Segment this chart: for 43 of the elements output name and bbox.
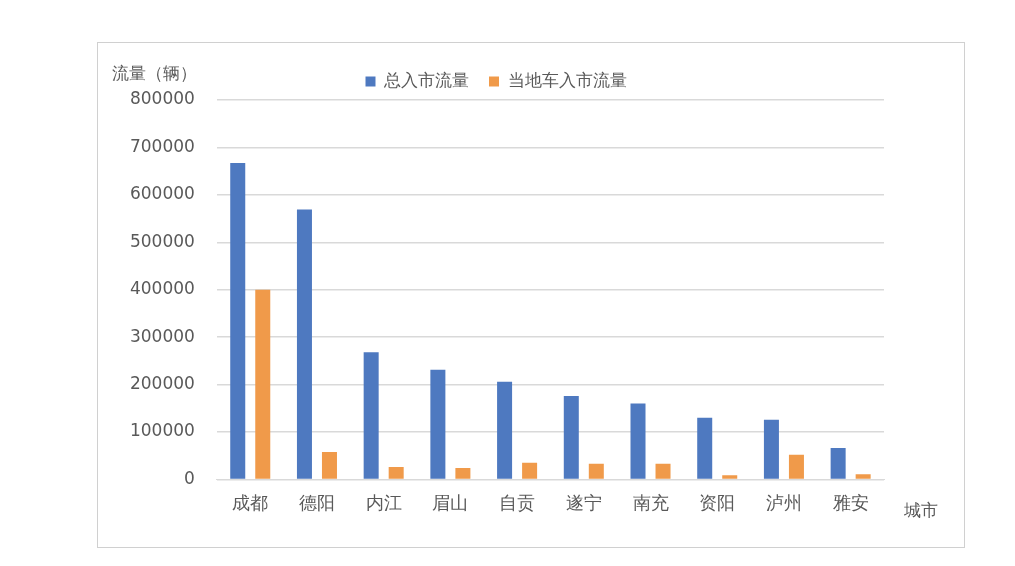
y-tick-label: 600000 <box>129 183 195 204</box>
y-tick-label: 0 <box>184 467 195 488</box>
bar <box>230 163 246 479</box>
bar <box>563 395 579 479</box>
bar <box>855 474 871 479</box>
bar <box>588 463 604 479</box>
bar <box>830 448 846 479</box>
x-tick-label: 德阳 <box>298 491 335 513</box>
bar <box>763 419 779 479</box>
bar <box>363 352 379 479</box>
bar <box>788 454 804 479</box>
legend-label: 当地车入市流量 <box>507 69 627 90</box>
y-tick-label: 800000 <box>129 88 195 109</box>
x-tick-label: 眉山 <box>432 491 469 513</box>
x-tick-label: 成都 <box>232 491 269 513</box>
bar <box>697 417 713 479</box>
bar <box>630 403 646 479</box>
bar <box>296 209 312 479</box>
bar <box>497 381 513 479</box>
y-tick-label: 100000 <box>129 420 195 441</box>
bar <box>388 467 404 479</box>
x-tick-label: 南充 <box>632 491 669 513</box>
y-tick-label: 500000 <box>129 230 195 251</box>
x-tick-label: 泸州 <box>765 491 802 513</box>
bar <box>430 369 446 479</box>
x-tick-label: 资阳 <box>699 491 736 513</box>
x-axis-title: 城市 <box>903 499 938 520</box>
bar <box>655 463 671 479</box>
y-tick-label: 400000 <box>129 278 195 299</box>
x-tick-label: 自贡 <box>499 491 536 513</box>
y-tick-label: 200000 <box>129 372 195 393</box>
y-tick-label: 300000 <box>129 325 195 346</box>
y-axis-title: 流量（辆） <box>112 63 197 84</box>
bar <box>522 462 538 479</box>
x-tick-label: 雅安 <box>832 491 869 513</box>
bar <box>321 451 337 479</box>
x-tick-label: 遂宁 <box>565 491 602 513</box>
bar <box>455 468 471 479</box>
bar <box>255 289 271 479</box>
y-tick-label: 700000 <box>129 135 195 156</box>
bar <box>722 475 738 479</box>
legend-label: 总入市流量 <box>383 69 469 90</box>
x-tick-label: 内江 <box>365 491 402 513</box>
